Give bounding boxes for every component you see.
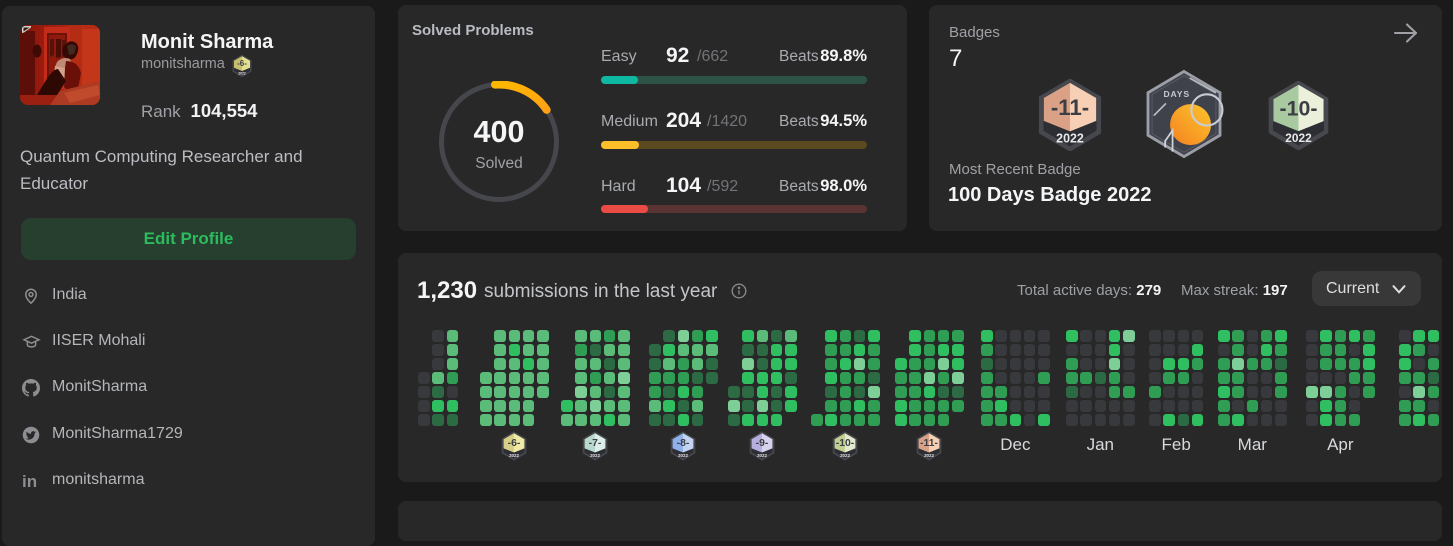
svg-text:-11-: -11-: [1051, 95, 1089, 120]
svg-text:2022: 2022: [924, 453, 934, 458]
svg-text:2022: 2022: [757, 453, 767, 458]
svg-text:-10-: -10-: [1279, 96, 1317, 120]
svg-text:-7-: -7-: [589, 438, 602, 449]
svg-text:2022: 2022: [590, 453, 600, 458]
svg-text:2022: 2022: [678, 453, 688, 458]
svg-text:2022: 2022: [1285, 130, 1312, 144]
svg-text:DAYS: DAYS: [1164, 89, 1190, 99]
svg-text:-6-: -6-: [508, 438, 521, 449]
svg-text:2022: 2022: [509, 453, 519, 458]
svg-text:2022: 2022: [1056, 131, 1084, 145]
svg-text:2022: 2022: [238, 71, 246, 75]
svg-text:-11-: -11-: [920, 438, 938, 449]
svg-text:-8-: -8-: [677, 438, 690, 449]
svg-text:-6-: -6-: [237, 59, 247, 68]
svg-text:-10-: -10-: [836, 438, 855, 449]
svg-text:-9-: -9-: [756, 438, 769, 449]
svg-text:2022: 2022: [840, 453, 850, 458]
